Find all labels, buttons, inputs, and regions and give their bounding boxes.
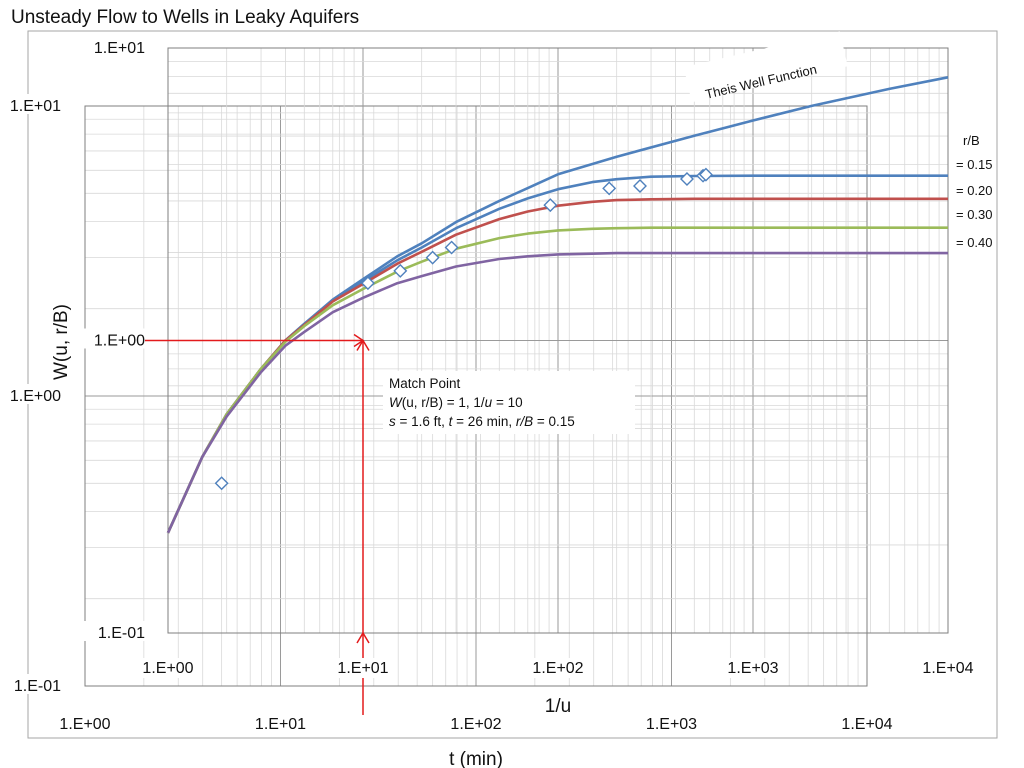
page-title: Unsteady Flow to Wells in Leaky Aquifers bbox=[11, 7, 360, 28]
y-tick-label: 1.E-01 bbox=[98, 625, 145, 642]
x-tick-label: 1.E+04 bbox=[922, 660, 973, 677]
tick-label-backing bbox=[79, 328, 145, 349]
y-tick-label: 1.E-01 bbox=[14, 678, 61, 695]
field-axis-labels: 1.E+00 1.E+01 1.E+02 1.E+03 1.E+04 1.E-01 1.E+… bbox=[0, 94, 901, 734]
data-point bbox=[425, 250, 440, 265]
data-point bbox=[633, 178, 647, 193]
data-point bbox=[602, 181, 617, 196]
type-curve-plot-area bbox=[167, 47, 949, 634]
x-tick-label: 1.E+04 bbox=[841, 716, 892, 733]
field-plot-area bbox=[84, 105, 868, 687]
data-point bbox=[698, 167, 713, 182]
tick-label-backing bbox=[51, 714, 119, 734]
data-point bbox=[679, 172, 694, 187]
curve-labels-header: r/B bbox=[963, 133, 980, 148]
tick-label-backing bbox=[833, 714, 901, 734]
match-point-callout: Match Point W(u, r/B) = 1, 1/u = 10 s = … bbox=[383, 371, 635, 434]
data-point bbox=[393, 263, 408, 278]
series-line-rb-4 bbox=[166, 251, 948, 534]
tick-label-backing bbox=[524, 658, 592, 678]
tick-label-backing bbox=[0, 94, 61, 114]
match-guide-arrowhead bbox=[356, 631, 370, 644]
tick-label-backing bbox=[637, 714, 706, 734]
match-point-w-line: W(u, r/B) = 1, 1/u = 10 bbox=[389, 395, 523, 410]
data-point bbox=[444, 240, 459, 255]
curve-label-0-30: = 0.30 bbox=[956, 207, 993, 222]
x-tick-label: 1.E+03 bbox=[727, 660, 778, 677]
data-point bbox=[214, 476, 229, 491]
x-tick-label: 1.E+00 bbox=[59, 716, 110, 733]
y-tick-label: 1.E+00 bbox=[10, 388, 61, 405]
field-data-points bbox=[214, 167, 713, 491]
tick-label-backing bbox=[0, 384, 61, 404]
series-line-rb-3 bbox=[166, 226, 948, 534]
data-point bbox=[360, 276, 375, 291]
x-axis-label-time: t (min) bbox=[449, 749, 503, 768]
x-tick-label: 1.E+03 bbox=[646, 716, 697, 733]
x-tick-label: 1.E+00 bbox=[142, 660, 193, 677]
match-guide-arrowhead bbox=[356, 339, 370, 351]
x-tick-label: 1.E+01 bbox=[337, 660, 388, 677]
tick-label-backing bbox=[914, 658, 982, 678]
tick-label-backing bbox=[329, 658, 397, 678]
x-tick-label: 1.E+02 bbox=[532, 660, 583, 677]
tick-label-backing bbox=[719, 658, 787, 678]
match-point-heading: Match Point bbox=[389, 376, 461, 391]
curve-label-0-40: = 0.40 bbox=[956, 235, 993, 250]
curve-label-0-15: = 0.15 bbox=[956, 157, 993, 172]
field-grid bbox=[84, 106, 867, 687]
y-tick-label: 1.E+00 bbox=[94, 333, 145, 350]
y-axis-label-w: W(u, r/B) bbox=[51, 304, 72, 380]
theis-annotation-backing bbox=[683, 31, 848, 103]
tick-label-backing bbox=[246, 714, 315, 734]
tick-label-backing bbox=[79, 36, 145, 56]
tick-label-backing bbox=[134, 658, 202, 678]
x-axis-label-one-over-u: 1/u bbox=[545, 696, 571, 717]
x-tick-label: 1.E+01 bbox=[255, 716, 306, 733]
type-curve-axis-labels: 1.E+00 1.E+01 1.E+02 1.E+03 1.E+04 1.E-01 1.E+… bbox=[79, 36, 982, 678]
tick-label-backing bbox=[442, 714, 510, 734]
field-plot-border bbox=[84, 105, 868, 687]
tick-label-backing bbox=[0, 674, 61, 694]
curve-label-0-20: = 0.20 bbox=[956, 183, 993, 198]
y-tick-label: 1.E+01 bbox=[10, 98, 61, 115]
x-tick-label: 1.E+02 bbox=[450, 716, 501, 733]
type-curves bbox=[166, 76, 949, 534]
match-guide-lines bbox=[140, 333, 370, 715]
y-tick-label: 1.E+01 bbox=[94, 40, 145, 57]
match-point-s-line: s = 1.6 ft, t = 26 min, r/B = 0.15 bbox=[389, 414, 575, 429]
data-point bbox=[543, 198, 558, 213]
tick-label-backing bbox=[79, 621, 145, 641]
